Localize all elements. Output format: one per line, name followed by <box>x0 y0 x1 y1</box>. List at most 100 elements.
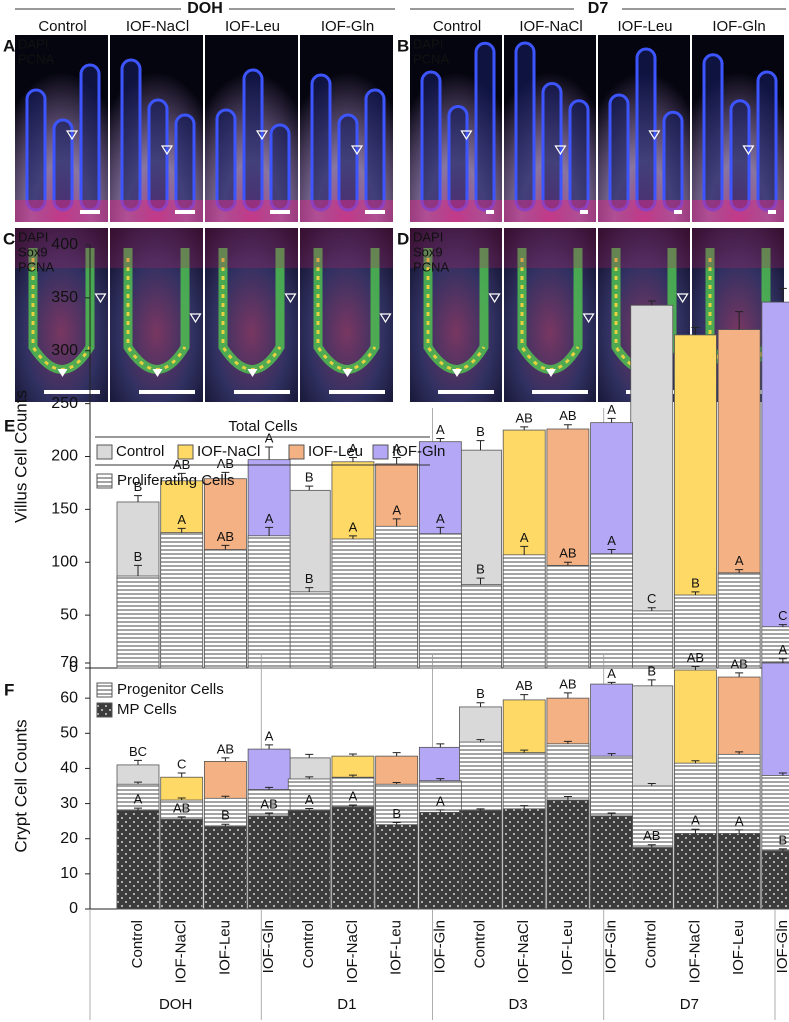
error-bar <box>265 446 274 460</box>
error-bar <box>735 672 744 678</box>
error-bar <box>177 816 186 820</box>
legend-swatch <box>96 473 113 489</box>
villus <box>364 88 386 212</box>
micrograph <box>110 35 203 222</box>
significance-letter: B <box>476 686 485 701</box>
error-bar <box>265 526 274 536</box>
error-bar <box>520 805 529 809</box>
error-bar <box>563 561 572 566</box>
error-bar <box>392 518 401 527</box>
bar <box>761 626 789 669</box>
bar <box>717 572 761 669</box>
bar <box>203 549 247 669</box>
arrowhead-open <box>460 130 473 141</box>
significance-letter: AB <box>173 457 190 472</box>
crypt-band <box>598 200 690 222</box>
significance-letter: AB <box>730 656 747 671</box>
error-bar <box>348 535 357 539</box>
significance-letter: AB <box>516 410 533 425</box>
x-tick-label: IOF-NaCl <box>344 920 361 983</box>
micrograph <box>504 35 596 222</box>
stroma <box>205 228 298 268</box>
error-bar <box>647 607 656 611</box>
bar <box>160 818 204 910</box>
error-bar <box>436 526 445 534</box>
error-bar <box>778 848 787 852</box>
villus <box>514 41 536 212</box>
bar <box>761 850 789 910</box>
channel-label: PCNA <box>18 51 54 66</box>
arrowhead-open <box>379 313 392 324</box>
significance-letter: A <box>265 430 274 445</box>
panel-letter: D <box>397 229 409 248</box>
crypt-nuclei <box>316 258 377 371</box>
x-tick-label: IOF-Gln <box>774 920 789 973</box>
column-label: Control <box>433 18 481 35</box>
error-bar <box>647 783 656 786</box>
villus <box>756 70 778 212</box>
error-bar <box>221 795 230 799</box>
arrowhead-solid <box>152 369 163 377</box>
significance-letter: B <box>221 808 230 823</box>
significance-letter: B <box>305 470 314 485</box>
error-bar <box>436 809 445 813</box>
crypt-band <box>504 200 596 222</box>
micrograph <box>15 228 108 402</box>
legend-label: Control <box>116 443 164 460</box>
y-tick-label: 350 <box>51 289 78 306</box>
error-bar <box>647 844 656 848</box>
error-bar <box>691 326 700 335</box>
error-bar <box>221 823 230 827</box>
significance-letter: A <box>607 666 616 681</box>
x-tick-label: IOF-Gln <box>603 920 620 973</box>
bar <box>375 525 419 669</box>
significance-letter: A <box>392 502 401 517</box>
error-bar <box>691 828 700 834</box>
arrowhead-open <box>554 145 567 156</box>
significance-letter: A <box>265 511 274 526</box>
arrowhead-open <box>582 313 595 324</box>
significance-letter: C <box>647 591 656 606</box>
significance-letter: A <box>134 792 143 807</box>
error-bar <box>476 440 485 451</box>
arrowhead-solid <box>57 369 68 377</box>
y-tick-label: 50 <box>60 606 78 623</box>
significance-letter: B <box>779 832 788 847</box>
significance-letter: B <box>647 663 656 678</box>
villus <box>635 47 657 212</box>
channel-label: PCNA <box>18 259 54 274</box>
error-bar <box>563 740 572 744</box>
panel-letter: A <box>3 36 15 55</box>
channel-label: DAPI <box>413 229 443 244</box>
y-tick-label: 0 <box>69 659 78 676</box>
significance-letter: A <box>436 422 445 437</box>
villus <box>337 113 359 212</box>
significance-letter: AB <box>217 456 234 471</box>
significance-letter: B <box>305 571 314 586</box>
x-tick-label: IOF-Leu <box>559 920 576 975</box>
bar <box>331 538 375 669</box>
group-label: D7 <box>680 996 699 1013</box>
arrowhead-open <box>189 313 202 324</box>
villus <box>702 53 724 212</box>
error-bar <box>607 417 616 423</box>
x-tick-label: Control <box>643 920 660 968</box>
micrograph <box>205 228 298 402</box>
bar <box>287 810 331 910</box>
error-bar <box>563 796 572 801</box>
bar <box>116 810 160 910</box>
micrograph <box>15 35 108 222</box>
y-tick-label: 250 <box>51 395 78 412</box>
error-bar <box>520 426 529 431</box>
error-bar <box>177 797 186 801</box>
crypt-nuclei <box>221 258 282 371</box>
bar <box>717 833 761 910</box>
error-bar <box>265 812 274 816</box>
arrowhead-open <box>255 130 269 141</box>
error-bar <box>647 679 656 686</box>
villus <box>52 118 74 212</box>
error-bar <box>476 702 485 707</box>
bar <box>502 808 546 910</box>
arrowhead-open <box>488 293 501 304</box>
arrowhead-open <box>742 145 755 156</box>
